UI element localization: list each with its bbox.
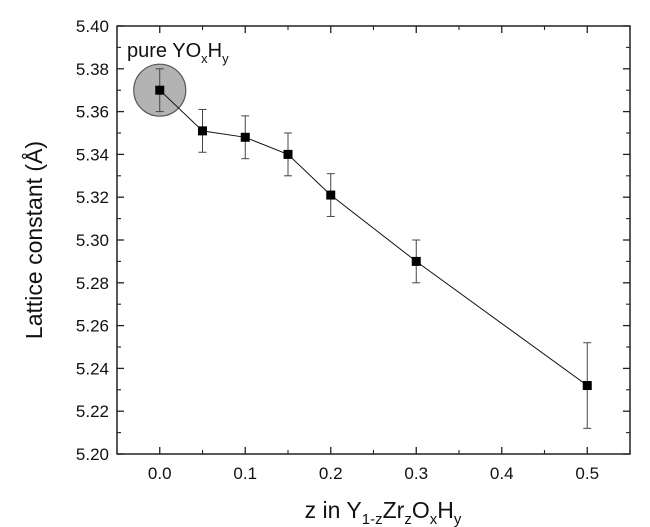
x-axis-title-mid2: O xyxy=(412,497,430,523)
y-tick-label: 5.26 xyxy=(76,317,109,336)
x-tick-label: 0.3 xyxy=(404,464,428,483)
x-axis-title-mid1: Zr xyxy=(383,497,405,523)
y-tick-label: 5.34 xyxy=(76,145,109,164)
data-point-square xyxy=(198,126,207,135)
x-tick-label: 0.4 xyxy=(490,464,514,483)
x-axis-title-base: z in Y xyxy=(305,497,362,523)
annotation-base: pure YO xyxy=(127,40,201,62)
y-tick-label: 5.32 xyxy=(76,188,109,207)
data-point-square xyxy=(284,150,293,159)
x-tick-label: 0.0 xyxy=(148,464,172,483)
pure-yoxhy-annotation: pure YOxHy xyxy=(127,40,229,66)
x-axis-title: z in Y1-zZrzOxHy xyxy=(305,497,462,527)
annotation-mid: H xyxy=(208,40,222,62)
y-tick-label: 5.22 xyxy=(76,402,109,421)
y-tick-label: 5.40 xyxy=(76,17,109,36)
x-tick-label: 0.5 xyxy=(575,464,599,483)
x-axis-title-sub1: 1-z xyxy=(362,511,383,527)
y-tick-label: 5.28 xyxy=(76,274,109,293)
series-line xyxy=(160,90,588,385)
y-tick-label: 5.24 xyxy=(76,359,109,378)
x-axis-title-sub4: y xyxy=(454,511,462,527)
data-point-square xyxy=(241,133,250,142)
x-tick-label: 0.1 xyxy=(233,464,257,483)
y-tick-label: 5.36 xyxy=(76,103,109,122)
data-point-square xyxy=(583,381,592,390)
annotation-sub2: y xyxy=(222,51,229,66)
y-axis-title: Lattice constant (Å) xyxy=(20,141,47,339)
data-point-square xyxy=(326,191,335,200)
data-point-square xyxy=(412,257,421,266)
x-tick-label: 0.2 xyxy=(319,464,343,483)
plot-frame xyxy=(117,26,630,454)
y-tick-label: 5.20 xyxy=(76,445,109,464)
y-tick-label: 5.30 xyxy=(76,231,109,250)
x-axis-title-mid3: H xyxy=(437,497,454,523)
x-axis-title-sub2: z xyxy=(404,511,412,527)
data-point-square xyxy=(155,86,164,95)
y-tick-label: 5.38 xyxy=(76,60,109,79)
